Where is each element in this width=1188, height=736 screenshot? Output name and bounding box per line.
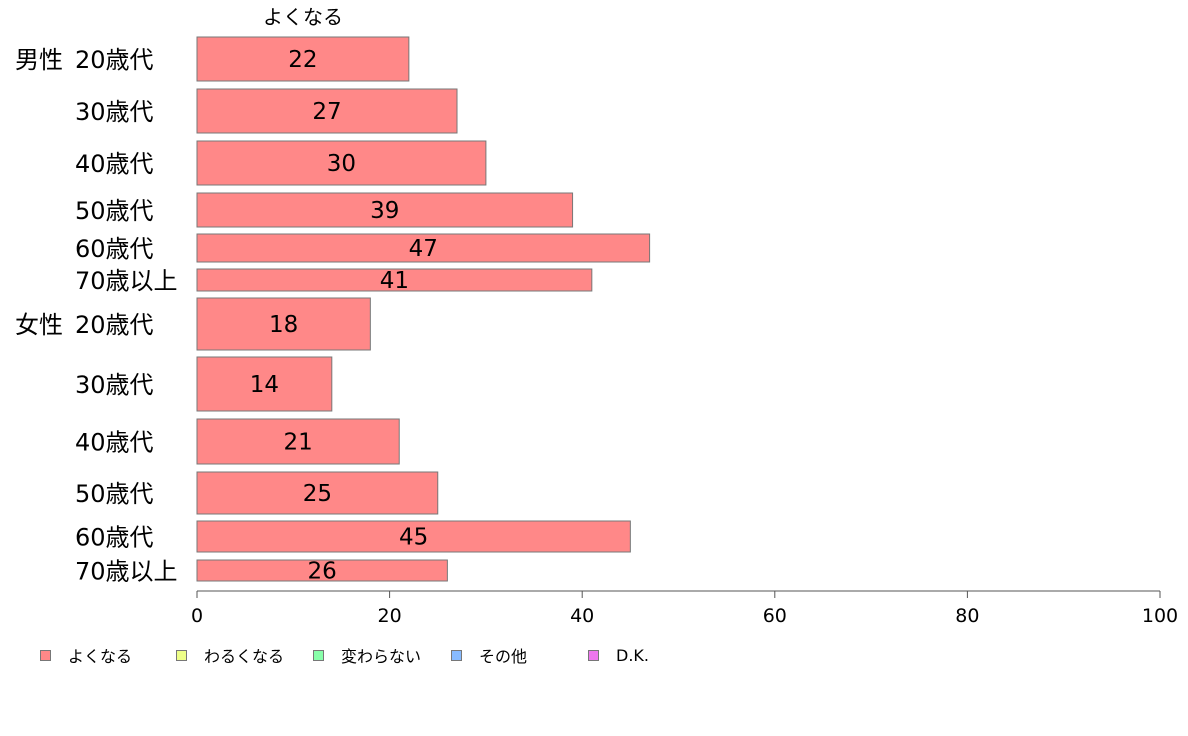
row-label-0-5: 70歳以上 (75, 267, 178, 295)
row-label-1-3: 50歳代 (75, 480, 154, 508)
bar-1-1 (196, 356, 333, 412)
bar-rows: 2220歳代男性2730歳代3040歳代3950歳代4760歳代4170歳以上1… (15, 36, 651, 586)
legend-item-0: よくなる (40, 644, 132, 666)
legend-item-3: その他 (451, 644, 527, 666)
bar-1-4 (196, 520, 631, 553)
legend-label-2: 変わらない (341, 647, 422, 666)
row-label-0-1: 30歳代 (75, 98, 154, 126)
legend-item-4: D.K. (588, 644, 649, 666)
row-label-0-0: 20歳代 (75, 46, 154, 74)
series-header: よくなる (263, 5, 343, 29)
x-tick-label-3: 60 (763, 605, 787, 627)
legend-label-4: D.K. (616, 645, 649, 665)
x-tick-label-1: 20 (378, 605, 402, 627)
bar-1-2 (196, 418, 400, 465)
legend-swatch-0 (40, 649, 51, 661)
bar-value-0-1: 27 (312, 99, 341, 125)
legend-label-3: その他 (479, 647, 528, 666)
legend: よくなる わるくなる 変わらない その他 D.K. (40, 644, 740, 666)
bar-1-0 (196, 297, 371, 351)
legend-swatch-3 (451, 649, 462, 661)
bar-0-1 (196, 88, 458, 134)
bar-0-2 (196, 140, 487, 186)
row-label-1-0: 20歳代 (75, 311, 154, 339)
bar-value-0-0: 22 (288, 47, 317, 73)
bar-value-0-2: 30 (327, 151, 356, 177)
bar-value-1-3: 25 (303, 481, 332, 507)
x-axis: 0 20 40 60 80 100 (191, 590, 1178, 627)
row-label-0-3: 50歳代 (75, 197, 154, 225)
x-tick-label-5: 100 (1142, 605, 1178, 627)
bar-value-0-4: 47 (409, 236, 438, 262)
row-label-1-4: 60歳代 (75, 524, 154, 552)
legend-swatch-1 (176, 649, 187, 661)
x-tick-label-2: 40 (570, 605, 594, 627)
bar-0-5 (196, 268, 593, 292)
bar-0-4 (196, 233, 651, 263)
bar-value-1-4: 45 (399, 525, 428, 551)
bar-value-0-3: 39 (370, 198, 399, 224)
group-label-0: 男性 (15, 46, 63, 74)
bar-0-0 (196, 36, 410, 82)
row-label-1-1: 30歳代 (75, 371, 154, 399)
bar-value-0-5: 41 (380, 268, 409, 294)
x-tick-label-4: 80 (955, 605, 979, 627)
legend-item-2: 変わらない (313, 644, 421, 666)
bar-value-1-2: 21 (283, 430, 312, 456)
legend-label-1: わるくなる (204, 647, 285, 666)
bar-1-3 (196, 471, 439, 515)
group-label-1: 女性 (15, 311, 63, 339)
legend-swatch-4 (588, 649, 599, 661)
bar-1-5 (196, 559, 448, 582)
row-label-1-5: 70歳以上 (75, 558, 178, 586)
bar-value-1-0: 18 (269, 312, 298, 338)
row-label-1-2: 40歳代 (75, 429, 154, 457)
legend-label-0: よくなる (68, 647, 133, 666)
bar-value-1-1: 14 (250, 372, 279, 398)
x-tick-label-0: 0 (191, 605, 203, 627)
bar-value-1-5: 26 (308, 559, 337, 585)
legend-item-1: わるくなる (176, 644, 284, 666)
row-label-0-4: 60歳代 (75, 235, 154, 263)
bar-0-3 (196, 192, 574, 228)
legend-swatch-2 (313, 649, 324, 661)
row-label-0-2: 40歳代 (75, 150, 154, 178)
